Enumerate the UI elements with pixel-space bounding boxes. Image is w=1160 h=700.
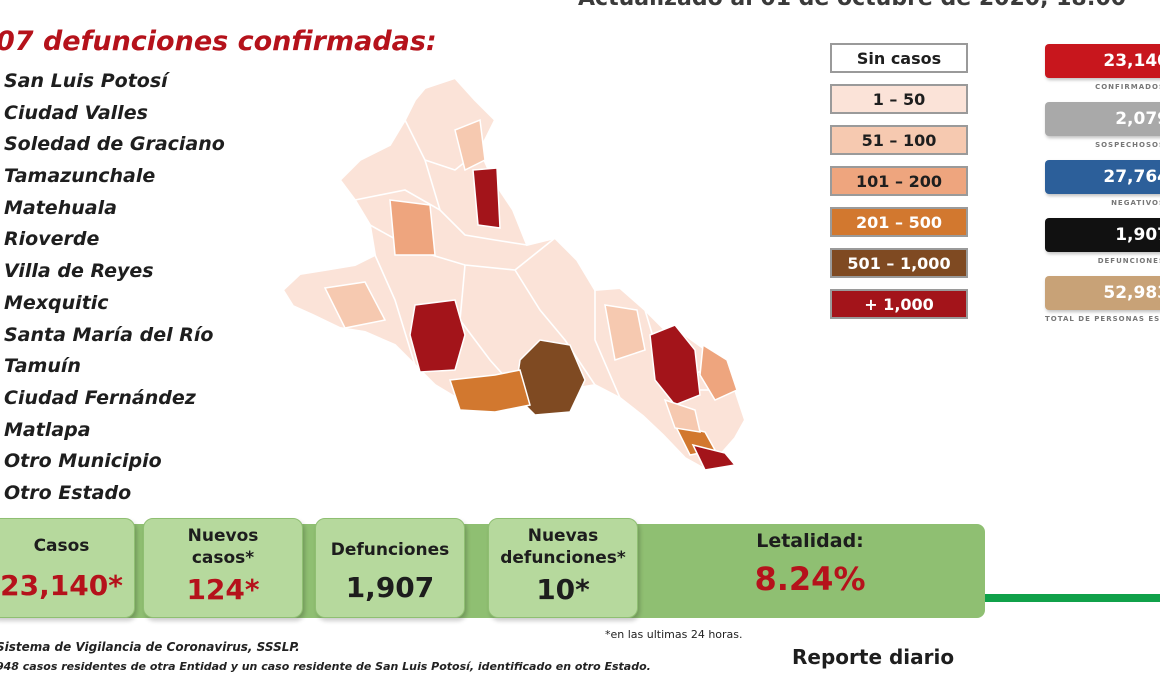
card-label: Nuevas defunciones*: [500, 526, 626, 568]
region-south-201-500: [448, 369, 531, 413]
card-label: Nuevos casos*: [187, 526, 259, 568]
legend-item-over-1000: + 1,000: [830, 289, 968, 319]
municipality-item: Matlapa: [4, 418, 91, 441]
card-value: 23,140*: [0, 569, 123, 602]
divider-line: [985, 594, 1160, 602]
region-matehuala-1000: [472, 167, 501, 229]
stat-label: SOSPECHOSOS: [1095, 141, 1160, 149]
summary-stats-panel: 23,140 CONFIRMADOS 2,079 SOSPECHOSOS 27,…: [1045, 44, 1160, 334]
update-date-header: Actualizado al 01 de octubre de 2020, 18…: [578, 0, 1126, 11]
legend-item-sin-casos: Sin casos: [830, 43, 968, 73]
card-letalidad: Letalidad: 8.24%: [660, 530, 960, 598]
reporte-diario-label: Reporte diario: [792, 645, 955, 669]
card-value: 8.24%: [754, 560, 866, 598]
region-west-51-100: [323, 281, 387, 329]
state-map-svg: [281, 76, 747, 471]
municipality-item: Otro Estado: [4, 481, 132, 504]
stat-confirmados: 23,140 CONFIRMADOS: [1045, 44, 1160, 100]
municipality-item: Tamuín: [4, 355, 81, 378]
region-border: [354, 189, 528, 246]
region-slp-1000: [409, 299, 466, 373]
card-nuevas-defunciones: Nuevas defunciones* 10*: [488, 518, 638, 618]
region-valles-1000: [649, 324, 701, 406]
footnote-note: 948 casos residentes de otra Entidad y u…: [0, 660, 651, 673]
legend-item-1-50: 1 – 50: [830, 84, 968, 114]
region-center-101-200: [389, 199, 436, 256]
stat-total-estudiadas: 52,983 TOTAL DE PERSONAS ESTUDIADAS: [1045, 276, 1160, 332]
municipality-item: Santa María del Río: [4, 323, 214, 346]
stat-label: CONFIRMADOS: [1095, 83, 1160, 91]
stat-label: DEFUNCIONES: [1097, 257, 1160, 265]
card-label: Casos: [33, 536, 90, 556]
region-north-51-100: [454, 118, 486, 172]
municipality-item: Soledad de Graciano: [4, 133, 225, 156]
footnote-last24: *en las ultimas 24 horas.: [605, 628, 743, 641]
stat-label: NEGATIVOS: [1111, 199, 1160, 207]
state-outline: [281, 76, 747, 470]
legend-item-51-100: 51 – 100: [830, 125, 968, 155]
legend-item-201-500: 201 – 500: [830, 207, 968, 237]
stat-value: 27,764: [1045, 160, 1160, 194]
footnote-source: Sistema de Vigilancia de Coronavirus, SS…: [0, 640, 300, 654]
state-choropleth-map: [265, 60, 765, 480]
municipality-item: Rioverde: [4, 228, 100, 251]
card-value: 10*: [536, 573, 590, 606]
region-east-51-100: [663, 398, 701, 433]
municipality-item: Tamazunchale: [4, 165, 156, 188]
municipality-item: Villa de Reyes: [4, 260, 154, 283]
card-value: 124*: [186, 573, 260, 606]
stat-value: 23,140: [1045, 44, 1160, 78]
stat-value: 1,907: [1045, 218, 1160, 252]
stat-value: 2,079: [1045, 102, 1160, 136]
legend-item-101-200: 101 – 200: [830, 166, 968, 196]
region-border: [514, 269, 621, 399]
stat-negativos: 27,764 NEGATIVOS: [1045, 160, 1160, 216]
municipality-item: Otro Municipio: [4, 450, 162, 473]
stat-label: TOTAL DE PERSONAS ESTUDIADAS: [1045, 315, 1160, 323]
stat-value: 52,983: [1045, 276, 1160, 310]
card-label: Letalidad:: [756, 530, 864, 552]
municipality-list: San Luis Potosí Ciudad Valles Soledad de…: [4, 66, 225, 510]
deaths-list-title: 07 defunciones confirmadas:: [0, 26, 437, 57]
card-casos: Casos 23,140*: [0, 518, 135, 618]
card-value: 1,907: [345, 571, 435, 604]
legend-item-501-1000: 501 – 1,000: [830, 248, 968, 278]
region-east-101-200: [699, 343, 738, 401]
municipality-item: San Luis Potosí: [4, 70, 168, 92]
region-huasteca-51-100: [604, 304, 646, 361]
municipality-item: Matehuala: [4, 196, 117, 219]
region-tamazunchale-1000: [691, 443, 737, 471]
municipality-item: Ciudad Fernández: [4, 386, 196, 409]
map-legend: Sin casos 1 – 50 51 – 100 101 – 200 201 …: [830, 43, 978, 330]
stat-sospechosos: 2,079 SOSPECHOSOS: [1045, 102, 1160, 158]
card-defunciones: Defunciones 1,907: [315, 518, 465, 618]
card-nuevos-casos: Nuevos casos* 124*: [143, 518, 303, 618]
card-label: Defunciones: [330, 540, 450, 560]
municipality-item: Mexquitic: [4, 291, 109, 314]
municipality-item: Ciudad Valles: [4, 101, 148, 124]
stat-defunciones: 1,907 DEFUNCIONES: [1045, 218, 1160, 274]
